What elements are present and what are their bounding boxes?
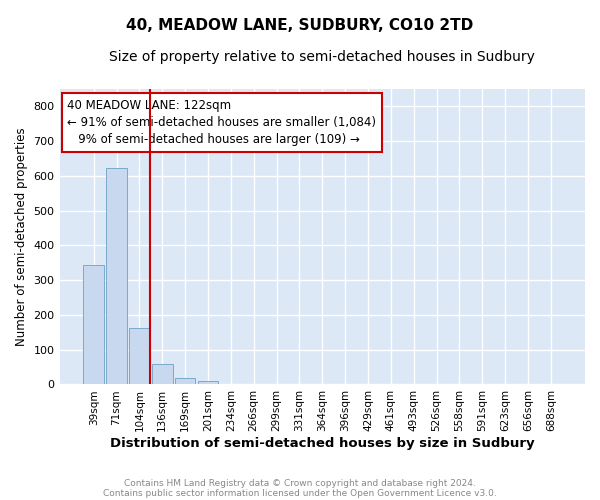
Bar: [83, 265, 104, 384]
Title: Size of property relative to semi-detached houses in Sudbury: Size of property relative to semi-detach…: [109, 50, 535, 64]
Bar: [175, 378, 196, 384]
Text: Contains HM Land Registry data © Crown copyright and database right 2024.: Contains HM Land Registry data © Crown c…: [124, 478, 476, 488]
Bar: [129, 328, 150, 384]
X-axis label: Distribution of semi-detached houses by size in Sudbury: Distribution of semi-detached houses by …: [110, 437, 535, 450]
Bar: [198, 381, 218, 384]
Y-axis label: Number of semi-detached properties: Number of semi-detached properties: [15, 128, 28, 346]
Text: 40 MEADOW LANE: 122sqm
← 91% of semi-detached houses are smaller (1,084)
   9% o: 40 MEADOW LANE: 122sqm ← 91% of semi-det…: [67, 99, 376, 146]
Text: 40, MEADOW LANE, SUDBURY, CO10 2TD: 40, MEADOW LANE, SUDBURY, CO10 2TD: [127, 18, 473, 32]
Text: Contains public sector information licensed under the Open Government Licence v3: Contains public sector information licen…: [103, 488, 497, 498]
Bar: [152, 364, 173, 384]
Bar: [106, 168, 127, 384]
